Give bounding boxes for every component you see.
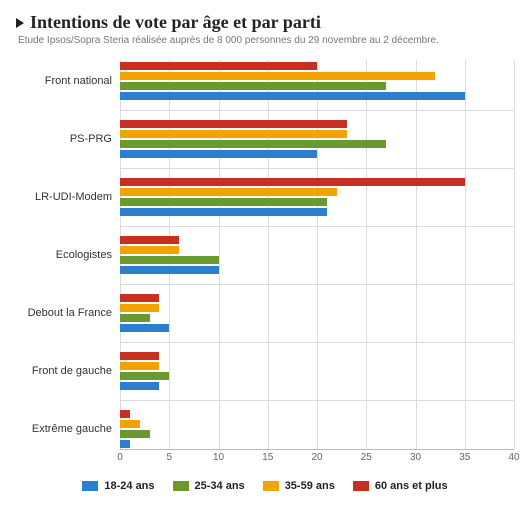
x-tick-label: 35 [459,452,470,463]
x-tick-label: 25 [361,452,372,463]
triangle-icon [16,18,24,28]
bar [120,382,159,390]
x-tick-label: 30 [410,452,421,463]
bar [120,130,347,138]
plot-area [120,60,514,450]
bar [120,150,317,158]
bar [120,304,159,312]
gridline [120,226,514,227]
bar [120,410,130,418]
legend-item: 35-59 ans [263,480,335,492]
page-title: Intentions de vote par âge et par parti [30,12,321,33]
legend: 18-24 ans 25-34 ans 35-59 ans 60 ans et plu… [16,480,514,492]
bar [120,314,150,322]
bar [120,362,159,370]
bar [120,430,150,438]
chart: Front national PS-PRG LR-UDI-Modem Ecologis… [16,60,514,450]
bar [120,266,219,274]
gridline [317,60,318,449]
category-label: Debout la France [28,307,112,319]
bar [120,236,179,244]
legend-label: 60 ans et plus [375,480,448,492]
legend-label: 35-59 ans [285,480,335,492]
category-label: PS-PRG [70,133,112,145]
legend-item: 25-34 ans [173,480,245,492]
gridline [416,60,417,449]
x-tick-label: 10 [213,452,224,463]
category-label: Front de gauche [32,365,112,377]
x-labels: 0510152025303540 [120,450,514,466]
legend-swatch [173,481,189,491]
bar [120,178,465,186]
bar [120,208,327,216]
gridline [514,60,515,449]
legend-swatch [263,481,279,491]
category-label: Extrême gauche [32,423,112,435]
bar [120,198,327,206]
bar [120,256,219,264]
x-tick-label: 15 [262,452,273,463]
gridline [268,60,269,449]
bar [120,352,159,360]
bar [120,440,130,448]
x-tick-label: 40 [508,452,519,463]
bar [120,62,317,70]
bar [120,120,347,128]
bar [120,420,140,428]
legend-item: 60 ans et plus [353,480,448,492]
legend-label: 25-34 ans [195,480,245,492]
legend-item: 18-24 ans [82,480,154,492]
gridline [120,342,514,343]
y-labels: Front national PS-PRG LR-UDI-Modem Ecologis… [16,60,120,450]
bar [120,372,169,380]
bar [120,82,386,90]
x-tick-label: 20 [311,452,322,463]
bar [120,92,465,100]
legend-swatch [82,481,98,491]
legend-swatch [353,481,369,491]
bar [120,72,435,80]
gridline [465,60,466,449]
gridline [120,60,121,449]
gridline [366,60,367,449]
bar [120,188,337,196]
gridline [120,110,514,111]
subtitle: Etude Ipsos/Sopra Steria réalisée auprès… [18,35,514,46]
category-label: LR-UDI-Modem [35,191,112,203]
bar [120,294,159,302]
bar [120,324,169,332]
gridline [120,400,514,401]
bar [120,140,386,148]
x-tick-label: 0 [117,452,123,463]
legend-label: 18-24 ans [104,480,154,492]
gridline [169,60,170,449]
category-label: Front national [45,75,112,87]
title-row: Intentions de vote par âge et par parti [16,12,514,33]
gridline [219,60,220,449]
bar [120,246,179,254]
gridline [120,168,514,169]
category-label: Ecologistes [56,249,112,261]
gridline [120,284,514,285]
x-tick-label: 5 [166,452,172,463]
